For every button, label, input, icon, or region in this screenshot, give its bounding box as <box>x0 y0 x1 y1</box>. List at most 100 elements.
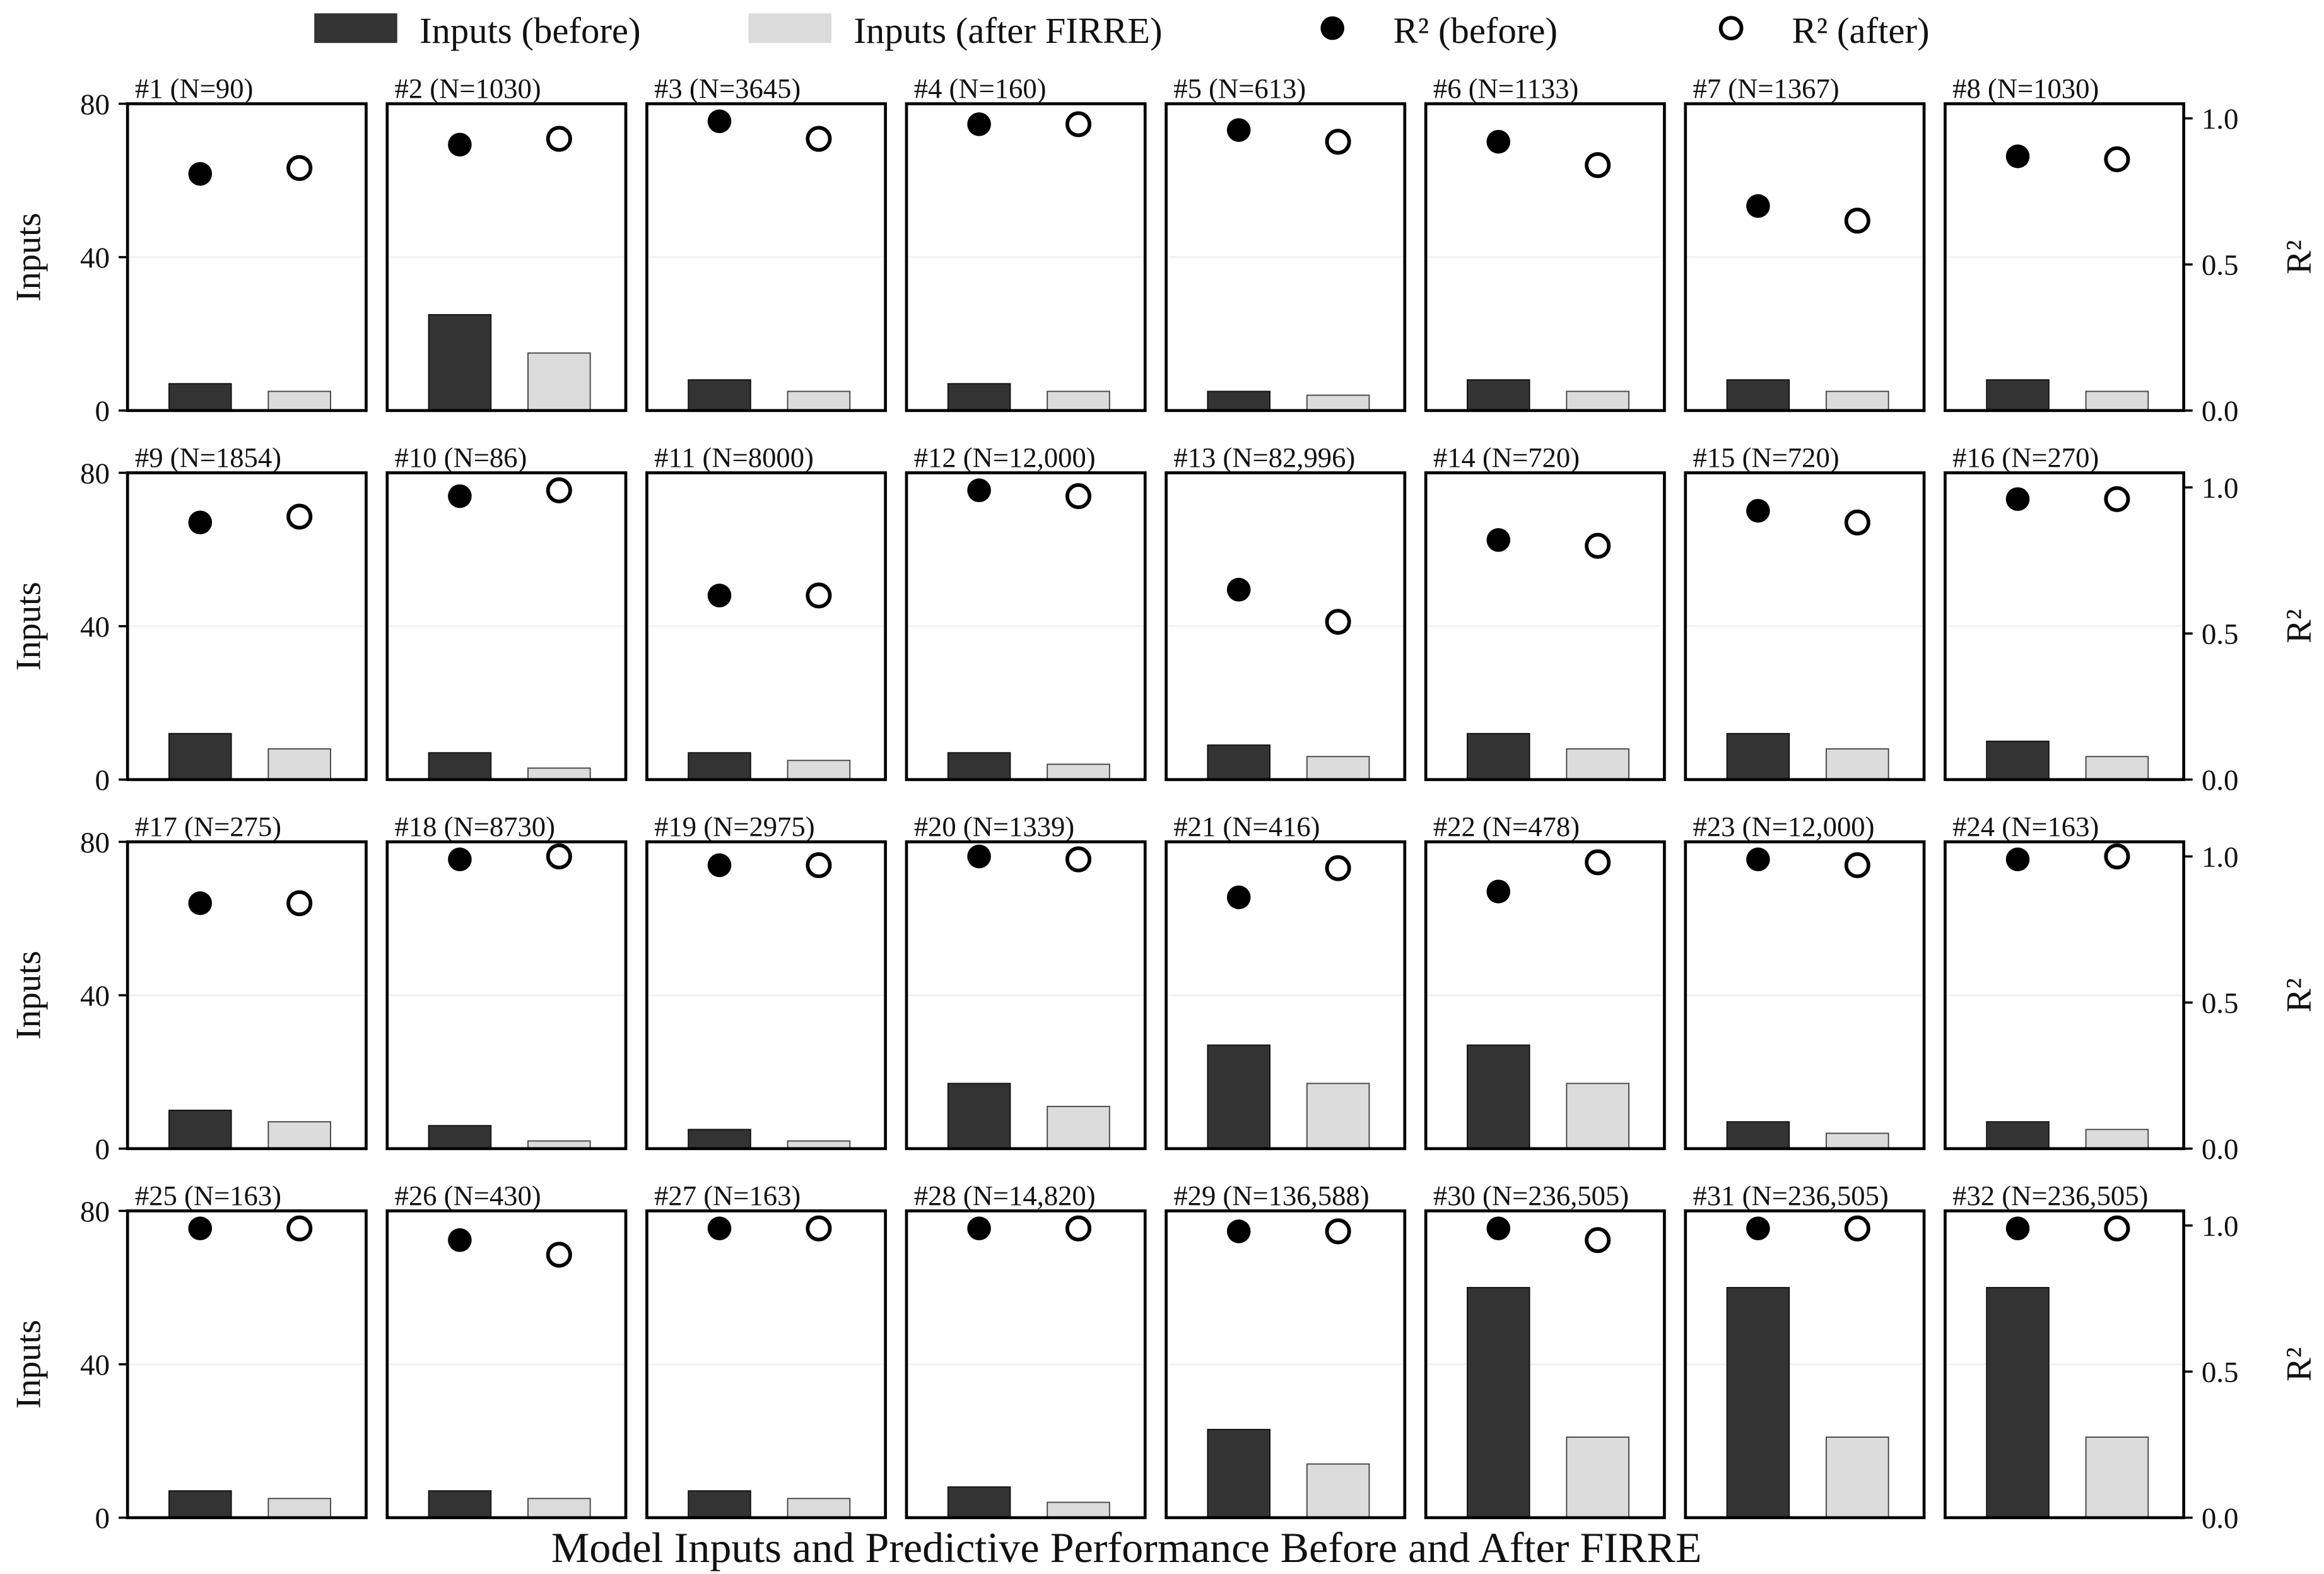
y2-tick-label: 0.0 <box>2202 395 2239 428</box>
panel: #30 (N=236,505) <box>1424 1180 1666 1520</box>
point-r2-before <box>707 853 732 878</box>
point-r2-after <box>1585 152 1611 179</box>
panel: #18 (N=8730) <box>385 811 628 1151</box>
panel: #21 (N=416) <box>1165 811 1407 1151</box>
point-r2-after <box>1585 1227 1611 1254</box>
y-tick-label: 80 <box>80 1195 110 1228</box>
point-r2-before <box>188 891 213 915</box>
bar-inputs-after <box>1047 391 1110 411</box>
panel-title: #31 (N=236,505) <box>1693 1180 1889 1211</box>
panel-title: #3 (N=3645) <box>654 73 801 104</box>
point-r2-before <box>2005 144 2030 168</box>
panel-frame <box>385 471 628 782</box>
bar-inputs-after <box>1306 1463 1370 1518</box>
bar-inputs-before <box>1726 379 1790 411</box>
panel: #2 (N=1030) <box>385 73 628 413</box>
point-r2-after <box>286 155 313 181</box>
y2-tick-label: 0.0 <box>2202 1133 2239 1166</box>
panel-frame <box>645 840 887 1151</box>
panel-frame <box>385 840 628 1151</box>
panel: #8 (N=1030) 0.0 0.5 1.0 R² <box>1944 73 2319 428</box>
bar-inputs-before <box>947 1486 1011 1518</box>
bar-inputs-after <box>1826 1132 1889 1149</box>
bar-inputs-before <box>688 1129 751 1149</box>
panel-title: #17 (N=275) <box>135 811 281 842</box>
panel-title: #4 (N=160) <box>914 73 1047 104</box>
bar-inputs-before <box>168 383 232 411</box>
bar-inputs-before <box>168 732 232 780</box>
bar-inputs-before <box>428 1125 492 1149</box>
point-r2-after <box>1325 609 1351 635</box>
panel-title: #15 (N=720) <box>1693 442 1840 473</box>
panel: #12 (N=12,000) <box>905 442 1147 782</box>
bar-inputs-after <box>527 352 591 411</box>
y-axis-label: Inputs <box>9 582 49 671</box>
y2-tick-label: 0.5 <box>2202 1356 2239 1389</box>
bar-inputs-before <box>1467 379 1530 411</box>
point-r2-before <box>707 109 732 134</box>
point-r2-after <box>1065 1215 1092 1242</box>
bar-inputs-before <box>947 752 1011 780</box>
point-r2-before <box>188 510 213 534</box>
bar-inputs-after <box>2085 1129 2149 1149</box>
point-r2-after <box>286 1215 313 1242</box>
point-r2-before <box>1746 194 1770 218</box>
panel: #14 (N=720) <box>1424 442 1666 782</box>
bar-inputs-before <box>428 752 492 780</box>
bar-inputs-after <box>2085 391 2149 411</box>
bar-inputs-after <box>787 391 851 411</box>
bar-inputs-after <box>1566 748 1629 780</box>
panel-frame <box>1424 1209 1666 1520</box>
bar-inputs-before <box>1207 1428 1271 1518</box>
bar-inputs-before <box>1467 732 1530 780</box>
bar-inputs-after <box>527 767 591 780</box>
y-tick-label: 40 <box>80 242 110 274</box>
point-r2-before <box>1746 847 1770 872</box>
point-r2-after <box>1325 1218 1351 1245</box>
point-r2-after <box>806 852 832 879</box>
panel-title: #2 (N=1030) <box>395 73 541 104</box>
panel: #28 (N=14,820) <box>905 1180 1147 1520</box>
panel-title: #7 (N=1367) <box>1693 73 1840 104</box>
y2-axis-label: R² <box>2280 978 2319 1013</box>
y2-axis-label: R² <box>2280 1347 2319 1382</box>
panel-title: #13 (N=82,996) <box>1173 442 1355 473</box>
point-r2-before <box>1746 1216 1770 1240</box>
y-tick-label: 40 <box>80 980 110 1013</box>
bar-inputs-after <box>1047 763 1110 780</box>
y2-tick-label: 0.0 <box>2202 1502 2239 1535</box>
y2-tick-label: 1.0 <box>2202 472 2239 505</box>
bar-inputs-after <box>2085 1436 2149 1518</box>
bar-inputs-after <box>1047 1501 1110 1518</box>
panel-frame <box>905 102 1147 413</box>
legend-swatch-before <box>314 13 397 44</box>
panel-frame <box>1684 102 1926 413</box>
bar-inputs-before <box>688 379 751 411</box>
y-axis-label: Inputs <box>9 1320 49 1409</box>
panel-title: #22 (N=478) <box>1433 811 1580 842</box>
point-r2-after <box>1585 849 1611 876</box>
point-r2-before <box>967 844 991 869</box>
legend-label-after: Inputs (after FIRRE) <box>854 10 1162 51</box>
panel: #3 (N=3645) <box>645 73 887 413</box>
chart-title: Model Inputs and Predictive Performance … <box>551 1524 1702 1571</box>
bar-inputs-after <box>267 748 331 780</box>
panel-frame <box>905 840 1147 1151</box>
bar-inputs-after <box>1566 1436 1629 1518</box>
bar-inputs-before <box>688 1490 751 1518</box>
panel: #22 (N=478) <box>1424 811 1666 1151</box>
bar-inputs-after <box>267 1498 331 1518</box>
point-r2-before <box>188 162 213 186</box>
panel: #26 (N=430) <box>385 1180 628 1520</box>
bar-inputs-after <box>1306 756 1370 780</box>
legend: Inputs (before) Inputs (after FIRRE) R² … <box>314 10 1930 51</box>
panel-title: #18 (N=8730) <box>395 811 555 842</box>
y2-tick-label: 1.0 <box>2202 841 2239 874</box>
panel: #10 (N=86) <box>385 442 628 782</box>
point-r2-after <box>1844 208 1870 234</box>
legend-swatch-after <box>748 13 832 44</box>
panel: #15 (N=720) <box>1684 442 1926 782</box>
point-r2-before <box>1486 879 1511 903</box>
panel-frame <box>1165 471 1407 782</box>
